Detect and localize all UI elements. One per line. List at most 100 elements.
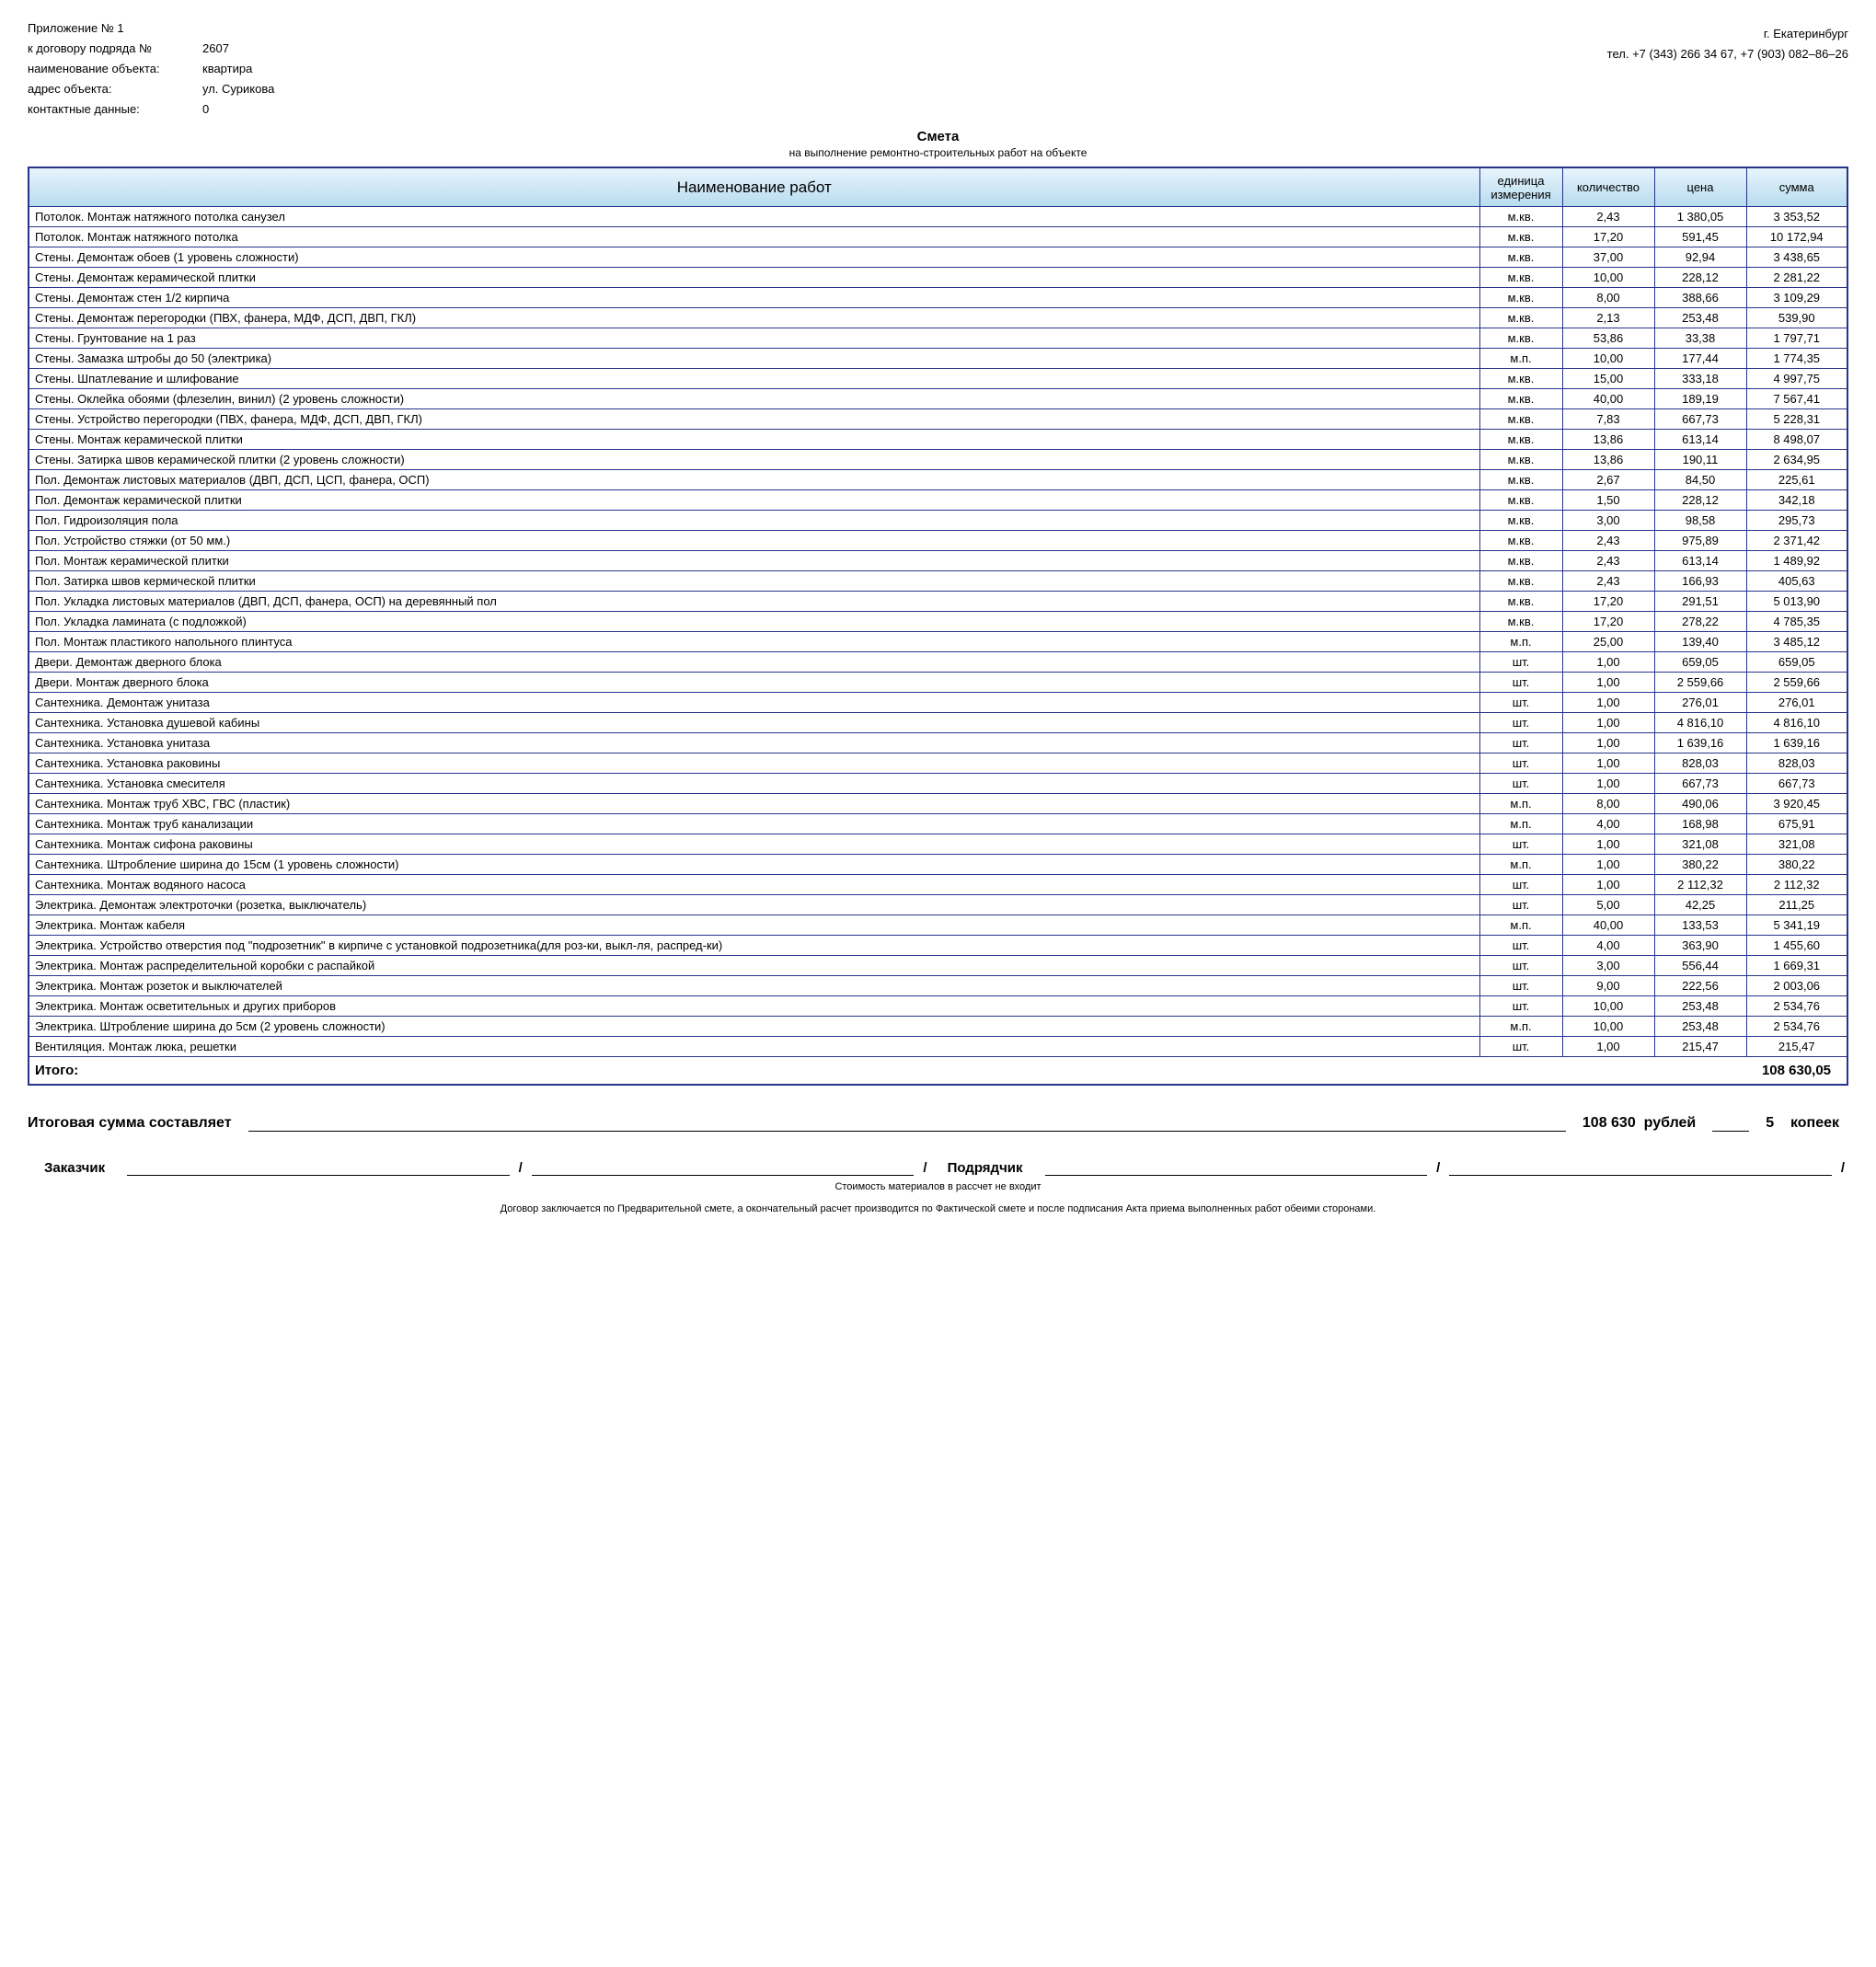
cell-qty: 2,43 xyxy=(1562,550,1654,570)
cell-sum: 405,63 xyxy=(1746,570,1847,591)
cell-price: 1 380,05 xyxy=(1654,206,1746,226)
cell-name: Стены. Демонтаж стен 1/2 кирпича xyxy=(29,287,1479,307)
cell-qty: 9,00 xyxy=(1562,975,1654,995)
cell-qty: 1,00 xyxy=(1562,712,1654,732)
cell-unit: м.кв. xyxy=(1479,328,1562,348)
table-row: Потолок. Монтаж натяжного потолка санузе… xyxy=(29,206,1847,226)
cell-sum: 2 003,06 xyxy=(1746,975,1847,995)
cell-sum: 1 774,35 xyxy=(1746,348,1847,368)
cell-price: 276,01 xyxy=(1654,692,1746,712)
cell-price: 139,40 xyxy=(1654,631,1746,651)
cell-unit: м.кв. xyxy=(1479,591,1562,611)
cell-name: Пол. Демонтаж керамической плитки xyxy=(29,489,1479,510)
table-row: Пол. Укладка ламината (с подложкой)м.кв.… xyxy=(29,611,1847,631)
cell-sum: 539,90 xyxy=(1746,307,1847,328)
cell-name: Стены. Устройство перегородки (ПВХ, фане… xyxy=(29,408,1479,429)
cell-name: Пол. Устройство стяжки (от 50 мм.) xyxy=(29,530,1479,550)
cell-sum: 5 228,31 xyxy=(1746,408,1847,429)
cell-unit: м.п. xyxy=(1479,854,1562,874)
table-row: Стены. Оклейка обоями (флезелин, винил) … xyxy=(29,388,1847,408)
cell-qty: 2,67 xyxy=(1562,469,1654,489)
cell-qty: 2,43 xyxy=(1562,206,1654,226)
cell-name: Двери. Монтаж дверного блока xyxy=(29,672,1479,692)
cell-name: Пол. Укладка ламината (с подложкой) xyxy=(29,611,1479,631)
cell-price: 828,03 xyxy=(1654,753,1746,773)
cell-name: Сантехника. Установка раковины xyxy=(29,753,1479,773)
contact-label: контактные данные: xyxy=(28,99,184,120)
cell-sum: 3 485,12 xyxy=(1746,631,1847,651)
cell-qty: 1,50 xyxy=(1562,489,1654,510)
cell-unit: шт. xyxy=(1479,773,1562,793)
cell-unit: м.п. xyxy=(1479,813,1562,834)
cell-price: 228,12 xyxy=(1654,489,1746,510)
table-row: Стены. Замазка штробы до 50 (электрика)м… xyxy=(29,348,1847,368)
cell-price: 190,11 xyxy=(1654,449,1746,469)
table-row: Сантехника. Монтаж водяного насосашт.1,0… xyxy=(29,874,1847,894)
address-label: адрес объекта: xyxy=(28,79,184,99)
cell-sum: 1 455,60 xyxy=(1746,935,1847,955)
cell-price: 380,22 xyxy=(1654,854,1746,874)
cell-sum: 215,47 xyxy=(1746,1036,1847,1056)
cell-sum: 3 920,45 xyxy=(1746,793,1847,813)
cell-sum: 2 634,95 xyxy=(1746,449,1847,469)
cell-name: Двери. Демонтаж дверного блока xyxy=(29,651,1479,672)
table-row: Стены. Грунтование на 1 разм.кв.53,8633,… xyxy=(29,328,1847,348)
table-row: Двери. Монтаж дверного блокашт.1,002 559… xyxy=(29,672,1847,692)
cell-sum: 1 639,16 xyxy=(1746,732,1847,753)
cell-price: 333,18 xyxy=(1654,368,1746,388)
cell-price: 253,48 xyxy=(1654,307,1746,328)
cell-sum: 3 438,65 xyxy=(1746,247,1847,267)
table-row: Стены. Монтаж керамической плитким.кв.13… xyxy=(29,429,1847,449)
cell-name: Потолок. Монтаж натяжного потолка xyxy=(29,226,1479,247)
table-row: Сантехника. Монтаж труб канализациим.п.4… xyxy=(29,813,1847,834)
table-row: Сантехника. Установка унитазашт.1,001 63… xyxy=(29,732,1847,753)
table-row: Пол. Укладка листовых материалов (ДВП, Д… xyxy=(29,591,1847,611)
customer-sign-1 xyxy=(127,1157,510,1176)
cell-qty: 40,00 xyxy=(1562,388,1654,408)
cell-price: 659,05 xyxy=(1654,651,1746,672)
total-value: 108 630,05 xyxy=(1746,1056,1847,1085)
table-row: Пол. Демонтаж листовых материалов (ДВП, … xyxy=(29,469,1847,489)
cell-price: 228,12 xyxy=(1654,267,1746,287)
cell-price: 363,90 xyxy=(1654,935,1746,955)
cell-qty: 5,00 xyxy=(1562,894,1654,914)
table-row: Пол. Монтаж керамической плитким.кв.2,43… xyxy=(29,550,1847,570)
cell-name: Пол. Затирка швов кермической плитки xyxy=(29,570,1479,591)
header-right: г. Екатеринбург тел. +7 (343) 266 34 67,… xyxy=(1607,18,1848,64)
cell-sum: 211,25 xyxy=(1746,894,1847,914)
address-value: ул. Сурикова xyxy=(202,79,274,99)
title-block: Смета на выполнение ремонтно-строительны… xyxy=(28,129,1848,159)
cell-sum: 2 534,76 xyxy=(1746,995,1847,1016)
total-row: Итого: 108 630,05 xyxy=(29,1056,1847,1085)
cell-qty: 1,00 xyxy=(1562,874,1654,894)
cell-sum: 8 498,07 xyxy=(1746,429,1847,449)
cell-price: 215,47 xyxy=(1654,1036,1746,1056)
cell-qty: 15,00 xyxy=(1562,368,1654,388)
cell-qty: 1,00 xyxy=(1562,773,1654,793)
cell-unit: шт. xyxy=(1479,935,1562,955)
col-name: Наименование работ xyxy=(29,167,1479,206)
col-unit: единица измерения xyxy=(1479,167,1562,206)
cell-unit: м.кв. xyxy=(1479,247,1562,267)
doc-title: Смета xyxy=(28,129,1848,144)
cell-sum: 2 559,66 xyxy=(1746,672,1847,692)
cell-sum: 675,91 xyxy=(1746,813,1847,834)
cell-unit: шт. xyxy=(1479,753,1562,773)
cell-qty: 2,43 xyxy=(1562,570,1654,591)
cell-qty: 4,00 xyxy=(1562,813,1654,834)
cell-sum: 5 013,90 xyxy=(1746,591,1847,611)
cell-qty: 53,86 xyxy=(1562,328,1654,348)
cell-unit: шт. xyxy=(1479,1036,1562,1056)
cell-name: Пол. Монтаж пластикого напольного плинту… xyxy=(29,631,1479,651)
cell-unit: м.кв. xyxy=(1479,570,1562,591)
cell-name: Стены. Демонтаж керамической плитки xyxy=(29,267,1479,287)
footnote-1: Стоимость материалов в рассчет не входит xyxy=(28,1181,1848,1192)
cell-qty: 10,00 xyxy=(1562,348,1654,368)
cell-price: 2 112,32 xyxy=(1654,874,1746,894)
cell-qty: 10,00 xyxy=(1562,267,1654,287)
cell-price: 591,45 xyxy=(1654,226,1746,247)
cell-unit: м.п. xyxy=(1479,1016,1562,1036)
table-row: Сантехника. Монтаж труб ХВС, ГВС (пласти… xyxy=(29,793,1847,813)
cell-unit: м.кв. xyxy=(1479,530,1562,550)
cell-price: 667,73 xyxy=(1654,408,1746,429)
